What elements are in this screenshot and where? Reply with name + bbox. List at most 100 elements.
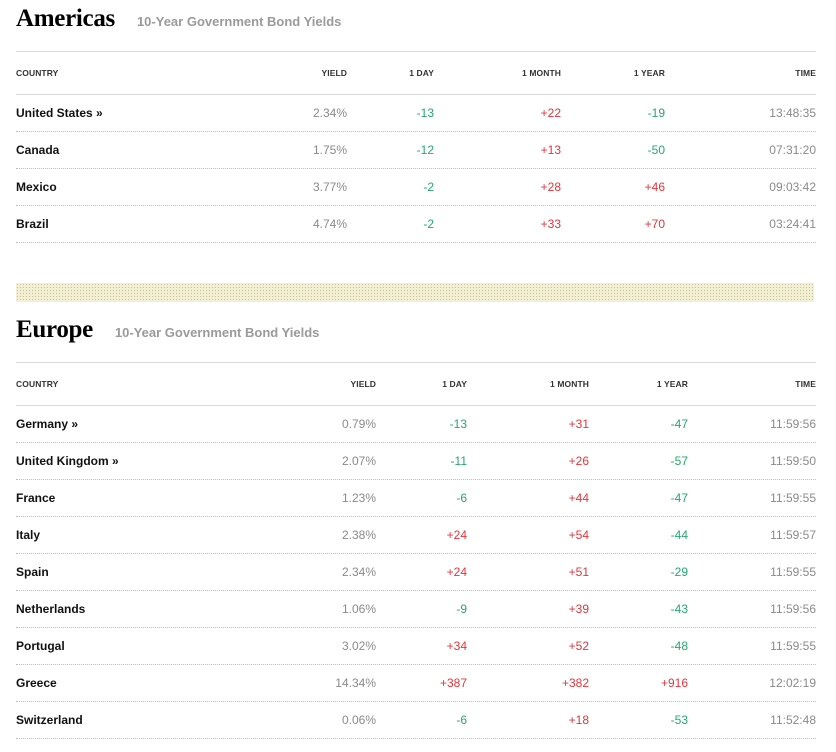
time-value: 11:59:55 xyxy=(770,639,816,653)
country-link[interactable]: United States » xyxy=(16,106,103,120)
yield-value: 4.74% xyxy=(312,217,347,231)
column-header-1-day: 1 DAY xyxy=(442,379,467,389)
time-value: 09:03:42 xyxy=(769,180,816,194)
1-year-value: -47 xyxy=(670,491,688,505)
1-year-value: +916 xyxy=(660,676,688,690)
1-month-value: +26 xyxy=(568,454,589,468)
column-header-1-year: 1 YEAR xyxy=(633,68,665,78)
table-row: Spain 2.34% +24 +51 -29 11:59:55 xyxy=(16,554,816,591)
time-value: 11:59:56 xyxy=(770,602,816,616)
time-value: 03:24:41 xyxy=(769,217,816,231)
time-value: 12:02:19 xyxy=(769,676,816,690)
1-month-value: +22 xyxy=(540,106,561,120)
yield-value: 1.23% xyxy=(341,491,376,505)
table-row[interactable]: Germany » 0.79% -13 +31 -47 11:59:56 xyxy=(16,406,816,443)
1-day-value: -6 xyxy=(456,713,467,727)
americas-top-rule xyxy=(16,51,816,52)
yield-value: 2.38% xyxy=(341,528,376,542)
europe-title: Europe xyxy=(16,316,93,343)
yield-value: 1.75% xyxy=(312,143,347,157)
americas-subtitle: 10-Year Government Bond Yields xyxy=(136,14,342,29)
1-month-value: +28 xyxy=(540,180,561,194)
country-name: Greece xyxy=(16,676,57,690)
1-month-value: +44 xyxy=(568,491,589,505)
country-name: France xyxy=(16,491,56,505)
table-row: Portugal 3.02% +34 +52 -48 11:59:55 xyxy=(16,628,816,665)
ad-banner-strip xyxy=(16,283,814,302)
yield-value: 0.79% xyxy=(341,417,376,431)
column-header-yield: YIELD xyxy=(350,379,376,389)
1-year-value: -48 xyxy=(670,639,688,653)
table-row[interactable]: United States » 2.34% -13 +22 -19 13:48:35 xyxy=(16,95,816,132)
yield-value: 2.07% xyxy=(341,454,376,468)
time-value: 13:48:35 xyxy=(769,106,816,120)
yield-value: 2.34% xyxy=(312,106,347,120)
1-day-value: -13 xyxy=(449,417,467,431)
europe-subtitle: 10-Year Government Bond Yields xyxy=(114,325,320,340)
yield-value: 3.02% xyxy=(341,639,376,653)
1-year-value: -29 xyxy=(670,565,688,579)
column-header-1-day: 1 DAY xyxy=(409,68,434,78)
time-value: 07:31:20 xyxy=(769,143,816,157)
1-year-value: -44 xyxy=(670,528,688,542)
1-day-value: -2 xyxy=(423,180,434,194)
1-day-value: -12 xyxy=(416,143,434,157)
1-year-value: -50 xyxy=(647,143,665,157)
country-link[interactable]: United Kingdom » xyxy=(16,454,119,468)
table-row: Canada 1.75% -12 +13 -50 07:31:20 xyxy=(16,132,816,169)
country-name: Netherlands xyxy=(16,602,86,616)
time-value: 11:52:48 xyxy=(770,713,816,727)
1-year-value: -47 xyxy=(670,417,688,431)
1-day-value: -11 xyxy=(450,454,467,468)
column-header-1-month: 1 MONTH xyxy=(550,379,589,389)
1-month-value: +13 xyxy=(540,143,561,157)
table-row: Mexico 3.77% -2 +28 +46 09:03:42 xyxy=(16,169,816,206)
1-year-value: +46 xyxy=(644,180,665,194)
column-header-1-month: 1 MONTH xyxy=(522,68,561,78)
table-row: Switzerland 0.06% -6 +18 -53 11:52:48 xyxy=(16,702,816,739)
table-row[interactable]: United Kingdom » 2.07% -11 +26 -57 11:59:50 xyxy=(16,443,816,480)
column-header-1-year: 1 YEAR xyxy=(656,379,688,389)
column-header-country: COUNTRY xyxy=(16,379,59,389)
1-month-value: +382 xyxy=(561,676,589,690)
column-header-country: COUNTRY xyxy=(16,68,59,78)
1-month-value: +51 xyxy=(568,565,589,579)
1-day-value: +24 xyxy=(446,565,467,579)
1-year-value: -53 xyxy=(670,713,688,727)
yield-value: 1.06% xyxy=(341,602,376,616)
europe-top-rule xyxy=(16,362,816,363)
1-year-value: +70 xyxy=(644,217,665,231)
table-row: Greece 14.34% +387 +382 +916 12:02:19 xyxy=(16,665,816,702)
1-month-value: +31 xyxy=(568,417,589,431)
country-name: Mexico xyxy=(16,180,57,194)
column-header-time: TIME xyxy=(795,68,816,78)
table-row: France 1.23% -6 +44 -47 11:59:55 xyxy=(16,480,816,517)
country-name: Canada xyxy=(16,143,60,157)
1-month-value: +39 xyxy=(568,602,589,616)
europe-column-headers: COUNTRY YIELD 1 DAY 1 MONTH 1 YEAR TIME xyxy=(16,363,816,406)
table-row: Netherlands 1.06% -9 +39 -43 11:59:56 xyxy=(16,591,816,628)
americas-header: Americas 10-Year Government Bond Yields xyxy=(16,5,341,33)
country-name: Switzerland xyxy=(16,713,83,727)
time-value: 11:59:50 xyxy=(770,454,816,468)
1-day-value: +34 xyxy=(446,639,467,653)
table-row: Brazil 4.74% -2 +33 +70 03:24:41 xyxy=(16,206,816,243)
yield-value: 14.34% xyxy=(335,676,376,690)
time-value: 11:59:56 xyxy=(770,417,816,431)
1-month-value: +18 xyxy=(568,713,589,727)
country-name: Brazil xyxy=(16,217,49,231)
yield-value: 2.34% xyxy=(341,565,376,579)
table-row: Italy 2.38% +24 +54 -44 11:59:57 xyxy=(16,517,816,554)
time-value: 11:59:55 xyxy=(770,565,816,579)
1-year-value: -43 xyxy=(670,602,688,616)
europe-header: Europe 10-Year Government Bond Yields xyxy=(16,316,319,344)
1-day-value: +24 xyxy=(446,528,467,542)
1-month-value: +52 xyxy=(568,639,589,653)
country-name: Italy xyxy=(16,528,41,542)
column-header-time: TIME xyxy=(795,379,816,389)
country-name: Portugal xyxy=(16,639,65,653)
country-link[interactable]: Germany » xyxy=(16,417,79,431)
column-header-yield: YIELD xyxy=(321,68,347,78)
time-value: 11:59:57 xyxy=(770,528,816,542)
1-day-value: -9 xyxy=(456,602,467,616)
